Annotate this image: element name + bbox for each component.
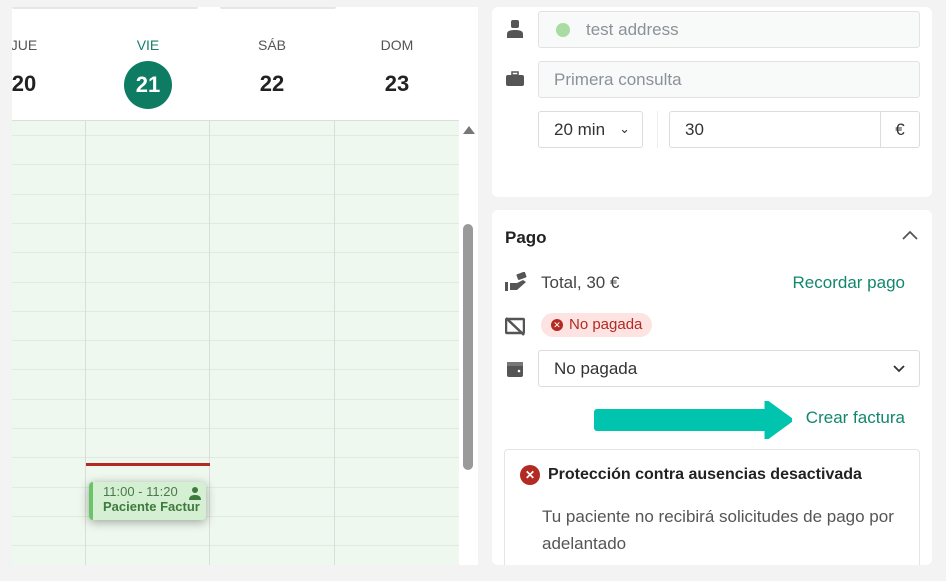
time-slot-line	[12, 340, 459, 342]
time-slot-line	[12, 515, 459, 517]
day-name: VIE	[136, 37, 160, 53]
address-value: test address	[586, 20, 679, 39]
no-show-protection-alert: ✕ Protección contra ausencias desactivad…	[504, 449, 920, 565]
time-slot-line	[12, 164, 459, 166]
day-header-thu[interactable]: JUE 20	[12, 37, 86, 107]
currency-addon: €	[880, 112, 919, 147]
chevron-up-icon[interactable]	[902, 230, 918, 240]
cash-hand-icon	[505, 272, 527, 291]
day-header-sun[interactable]: DOM 23	[335, 37, 459, 107]
scrollbar-thumb[interactable]	[463, 224, 473, 470]
time-slot-line	[12, 457, 459, 459]
day-name: DOM	[380, 37, 414, 53]
section-title: Pago	[505, 228, 547, 247]
time-slot-line	[12, 369, 459, 371]
wallet-icon	[507, 362, 523, 377]
remind-payment-link[interactable]: Recordar pago	[792, 273, 905, 292]
duration-value: 20 min	[554, 120, 606, 139]
column-divider	[209, 121, 210, 565]
current-time-indicator	[86, 463, 210, 466]
payment-total: Total, 30 €	[541, 273, 620, 292]
error-icon: ✕	[551, 319, 563, 331]
time-slot-line	[12, 193, 459, 195]
event-time: 11:00 - 11:20	[103, 484, 178, 499]
error-icon: ✕	[520, 465, 540, 485]
create-invoice-link[interactable]: Crear factura	[805, 408, 905, 427]
time-slot-line	[12, 398, 459, 400]
price-input[interactable]: 30 €	[669, 111, 920, 148]
service-field[interactable]: Primera consulta	[538, 61, 920, 98]
scroll-up-arrow-icon[interactable]	[463, 126, 475, 134]
chevron-down-icon: ⌄	[619, 121, 630, 136]
price-value: 30	[685, 120, 704, 139]
alert-body: Tu paciente no recibirá solicitudes de p…	[542, 507, 894, 553]
duration-select[interactable]: 20 min ⌄	[538, 111, 643, 148]
toolbar-tab[interactable]	[220, 7, 336, 9]
briefcase-icon	[506, 71, 524, 86]
annotation-arrow	[594, 401, 792, 439]
status-dot-icon	[556, 23, 570, 37]
day-number: 22	[259, 71, 285, 96]
divider	[657, 111, 658, 148]
day-name: SÁB	[257, 37, 286, 53]
payment-card: Pago Total, 30 € Recordar pago ✕ No pagad…	[492, 210, 932, 565]
time-grid[interactable]: 11:00 - 11:20 Paciente Factur	[12, 120, 459, 565]
person-icon	[189, 487, 201, 500]
calendar-week-view: JUE 20 VIE 21 SÁB 22 DOM 23 11:00 - 11:20 Pa…	[12, 7, 478, 565]
select-value: No pagada	[554, 359, 638, 378]
time-slot-line	[12, 281, 459, 283]
chevron-down-icon	[893, 365, 905, 373]
time-slot-line	[12, 252, 459, 254]
today-badge: 21	[124, 61, 172, 109]
time-slot-line	[12, 545, 459, 547]
time-slot-line	[12, 135, 459, 136]
time-slot-line	[12, 310, 459, 312]
time-slot-line	[12, 222, 459, 224]
alert-title: Protección contra ausencias desactivada	[548, 466, 862, 483]
appointment-details-card: test address Primera consulta 20 min ⌄ 30…	[492, 7, 932, 197]
day-number: 23	[384, 71, 410, 96]
address-field[interactable]: test address	[538, 11, 920, 48]
payment-status-select[interactable]: No pagada	[538, 350, 920, 387]
day-number: 20	[12, 71, 37, 96]
time-slot-line	[12, 486, 459, 488]
time-slot-line	[12, 428, 459, 429]
day-header-fri[interactable]: VIE 21	[86, 37, 210, 109]
payment-status-badge: ✕ No pagada	[541, 313, 653, 337]
scrollbar[interactable]	[459, 120, 478, 565]
appointment-event[interactable]: 11:00 - 11:20 Paciente Factur	[89, 482, 206, 520]
column-divider	[85, 121, 86, 565]
day-header-sat[interactable]: SÁB 22	[210, 37, 334, 107]
day-name: JUE	[12, 37, 38, 53]
doctor-icon	[507, 20, 523, 38]
column-divider	[334, 121, 335, 565]
card-off-icon	[505, 317, 525, 336]
event-title: Paciente Factur	[103, 499, 200, 514]
badge-label: No pagada	[569, 316, 643, 333]
toolbar-tab[interactable]	[12, 7, 198, 9]
